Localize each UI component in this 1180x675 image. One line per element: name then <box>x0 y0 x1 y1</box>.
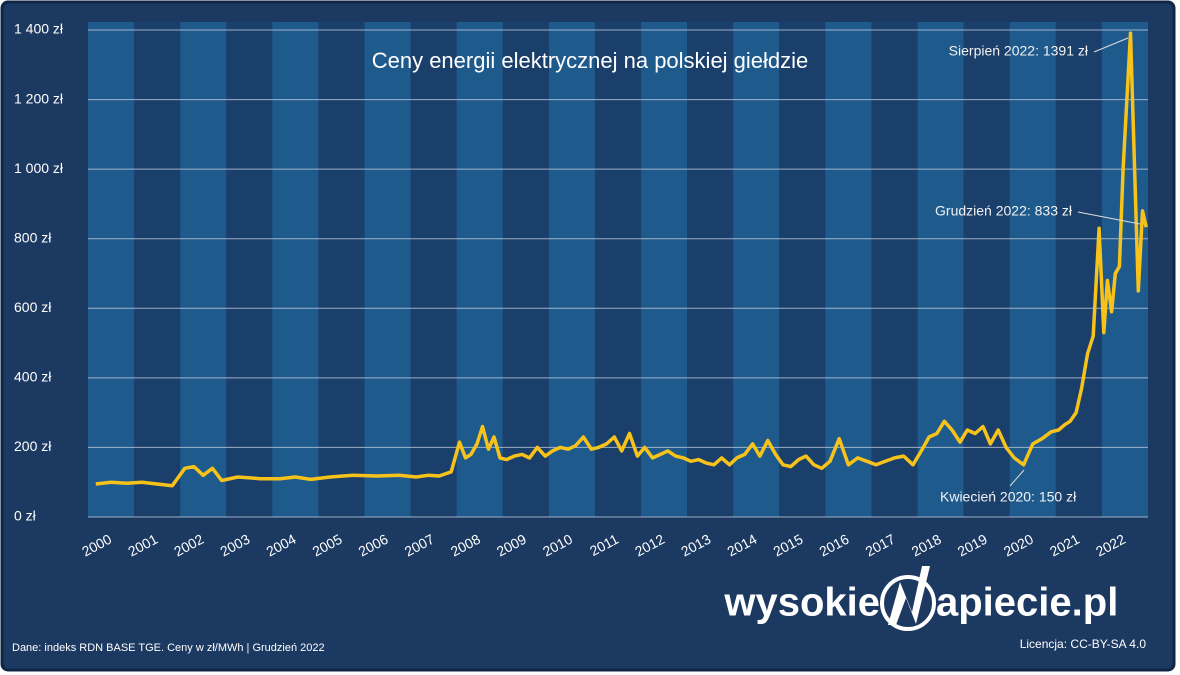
year-band <box>825 22 872 517</box>
logo-left: wysokie <box>723 581 880 625</box>
year-band <box>871 22 918 517</box>
annotation: Kwiecień 2020: 150 zł <box>940 489 1077 505</box>
y-tick-label: 1 000 zł <box>14 160 64 176</box>
logo-circle <box>880 575 936 631</box>
y-tick-label: 1 200 zł <box>14 90 64 106</box>
year-band <box>272 22 319 517</box>
year-band <box>318 22 365 517</box>
year-band <box>226 22 273 517</box>
year-band <box>502 22 549 517</box>
year-band <box>641 22 688 517</box>
year-band <box>548 22 595 517</box>
year-band <box>1055 22 1102 517</box>
logo-right: apiecie.pl <box>936 581 1118 625</box>
year-band <box>779 22 826 517</box>
price-line <box>95 31 1148 488</box>
y-tick-label: 400 zł <box>14 369 52 385</box>
annotation: Sierpień 2022: 1391 zł <box>949 43 1089 59</box>
annotation: Grudzień 2022: 833 zł <box>935 203 1073 219</box>
y-tick-label: 1 400 zł <box>14 21 64 37</box>
license: Licencja: CC-BY-SA 4.0 <box>1020 637 1147 651</box>
y-tick-label: 600 zł <box>14 299 52 315</box>
y-tick-label: 200 zł <box>14 438 52 454</box>
y-tick-label: 0 zł <box>14 508 37 524</box>
year-band <box>733 22 780 517</box>
chart-title: Ceny energii elektrycznej na polskiej gi… <box>372 48 809 73</box>
year-band <box>364 22 411 517</box>
logo-mark <box>880 566 936 631</box>
year-band <box>88 22 135 517</box>
year-band <box>687 22 734 517</box>
year-band <box>594 22 642 517</box>
year-band <box>410 22 457 517</box>
annotation-leader <box>1077 211 1141 225</box>
annotation-leader <box>1009 469 1025 487</box>
source: Dane: indeks RDN BASE TGE. Ceny w zł/MWh… <box>12 642 325 654</box>
y-tick-label: 800 zł <box>14 229 52 245</box>
year-band <box>180 22 227 517</box>
annotation-leader <box>1093 37 1129 53</box>
logo-n <box>888 566 930 625</box>
year-band <box>134 22 181 517</box>
